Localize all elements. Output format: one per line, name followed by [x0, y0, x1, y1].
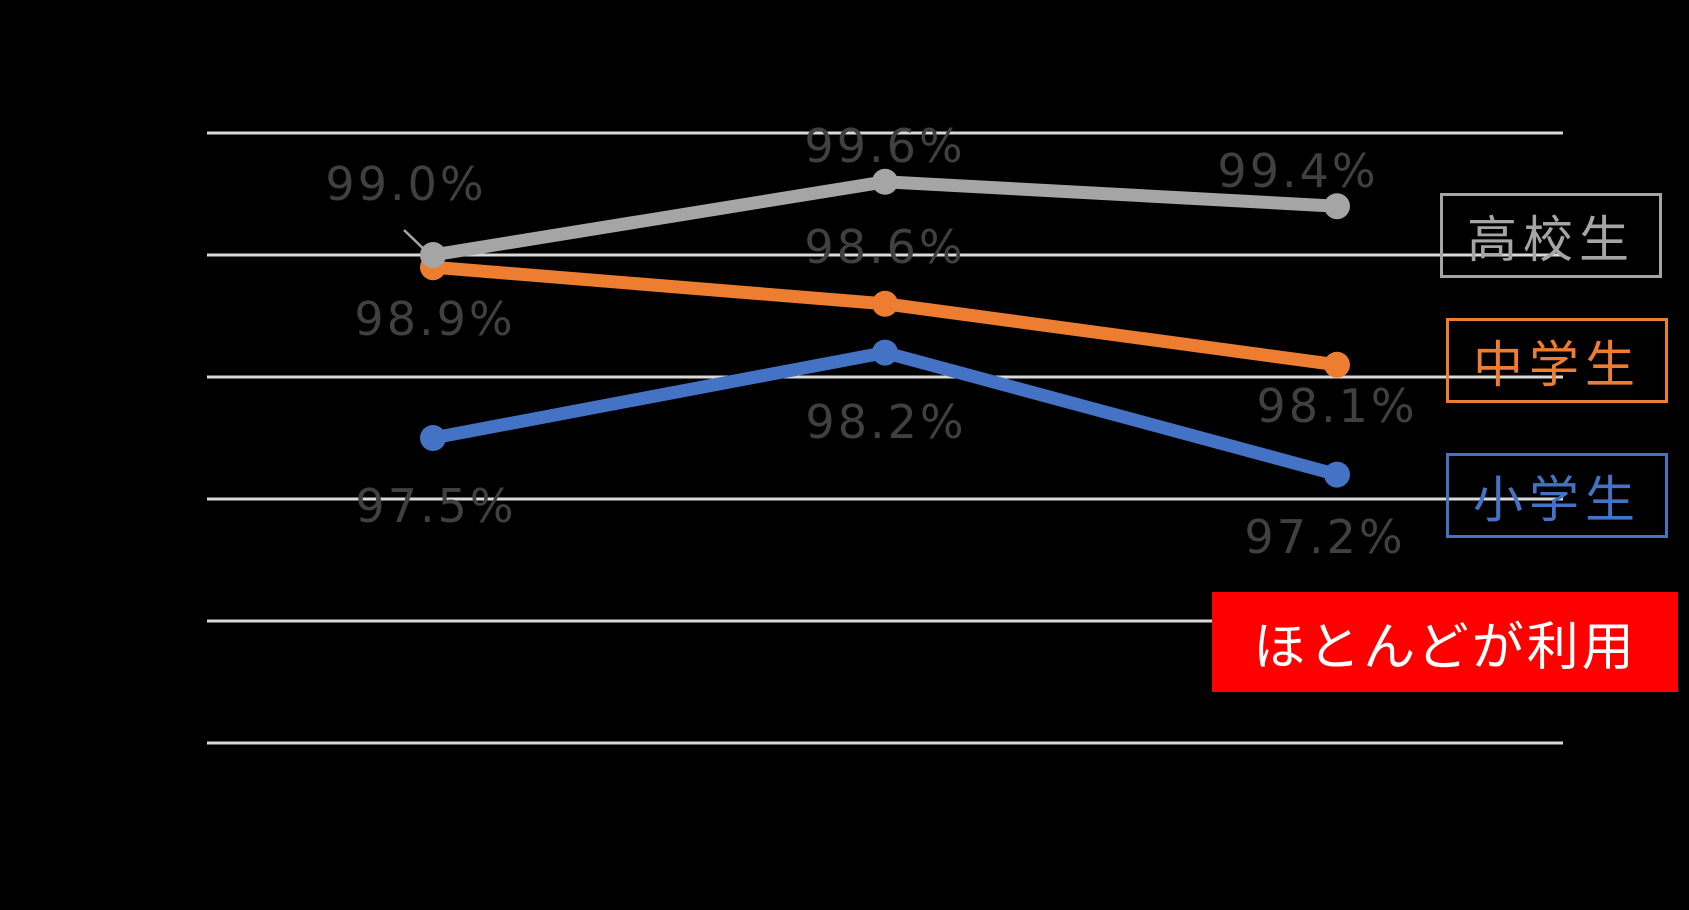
series-marker-高校生 — [420, 242, 446, 268]
annotation-badge: ほとんどが利用 — [1212, 592, 1678, 692]
data-label-中学生-1: 98.6% — [804, 220, 966, 274]
legend-label-chuugakusei: 中学生 — [1473, 335, 1641, 394]
data-label-高校生-1: 99.6% — [804, 119, 966, 173]
legend-label-shougakusei: 小学生 — [1473, 470, 1641, 529]
data-label-小学生-0: 97.5% — [355, 479, 517, 533]
series-marker-小学生 — [872, 339, 898, 366]
legend-item-shougakusei: 小学生 — [1446, 453, 1668, 538]
data-label-高校生-0: 99.0% — [325, 157, 487, 211]
data-label-高校生-2: 99.4% — [1217, 144, 1379, 198]
series-marker-高校生 — [872, 168, 898, 195]
legend-item-koukousei: 高校生 — [1440, 193, 1662, 278]
annotation-text: ほとんどが利用 — [1253, 617, 1637, 678]
data-label-小学生-2: 97.2% — [1244, 510, 1406, 564]
series-marker-中学生 — [1324, 351, 1350, 378]
data-label-中学生-0: 98.9% — [354, 292, 516, 346]
legend-label-koukousei: 高校生 — [1467, 210, 1635, 269]
data-label-中学生-2: 98.1% — [1256, 379, 1418, 433]
series-marker-小学生 — [1324, 461, 1350, 488]
series-marker-小学生 — [420, 425, 446, 451]
series-marker-高校生 — [1324, 193, 1350, 220]
data-label-小学生-1: 98.2% — [805, 395, 967, 449]
legend-item-chuugakusei: 中学生 — [1446, 318, 1668, 403]
series-marker-中学生 — [872, 290, 898, 317]
